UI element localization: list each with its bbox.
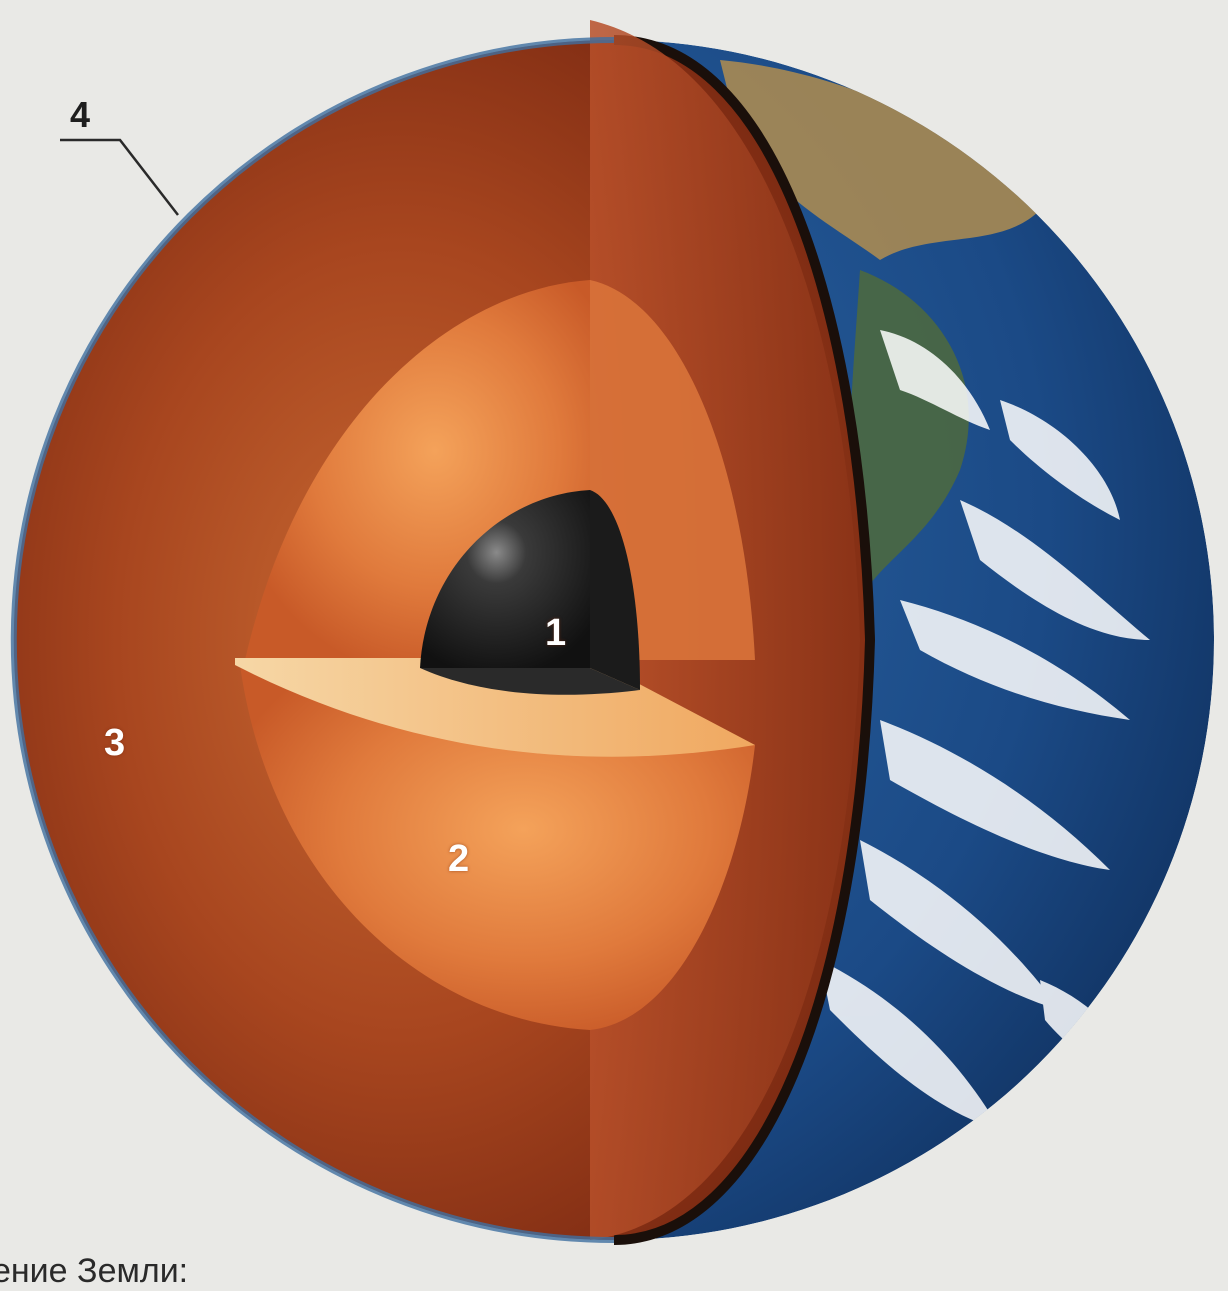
label-inner-core: 1 xyxy=(545,612,567,654)
inner-core-base xyxy=(420,668,640,695)
land-mass xyxy=(848,270,969,600)
inner-core xyxy=(420,490,590,668)
land-mass xyxy=(720,60,1040,260)
inner-core-side xyxy=(590,490,640,690)
label-crust: 4 xyxy=(70,94,91,135)
label-outer-core: 2 xyxy=(448,838,470,880)
outer-core-upper-right xyxy=(590,280,755,660)
crust-callout-line xyxy=(60,138,179,216)
label-mantle: 3 xyxy=(104,722,126,764)
cut-edge xyxy=(613,35,876,1245)
crust-rim xyxy=(11,37,615,1243)
caption-text: ение Земли: xyxy=(0,1252,189,1290)
